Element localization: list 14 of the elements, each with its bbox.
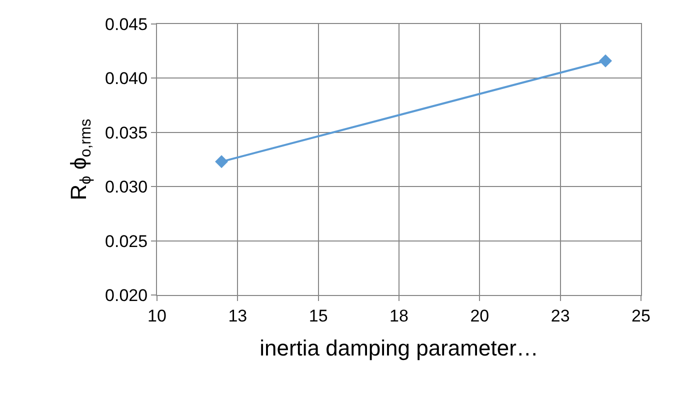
x-axis-title: inertia damping parameter… [260, 335, 538, 360]
x-tick-label: 18 [390, 306, 408, 326]
y-tick-label: 0.045 [105, 14, 148, 34]
y-tick-label: 0.025 [105, 232, 148, 251]
x-tick-label: 13 [228, 306, 248, 326]
x-tick-label: 25 [632, 306, 650, 326]
x-tick-label: 23 [550, 306, 570, 326]
x-tick-label: 10 [148, 306, 166, 326]
x-tick-label: 15 [308, 306, 328, 326]
x-tick-label: 20 [470, 306, 490, 326]
y-tick-label: 0.030 [105, 178, 148, 197]
y-tick-label: 0.035 [105, 123, 148, 142]
y-tick-label: 0.020 [105, 286, 148, 305]
y-tick-label: 0.040 [105, 69, 148, 88]
